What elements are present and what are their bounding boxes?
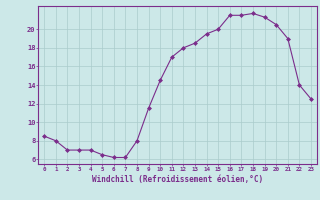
X-axis label: Windchill (Refroidissement éolien,°C): Windchill (Refroidissement éolien,°C) [92,175,263,184]
